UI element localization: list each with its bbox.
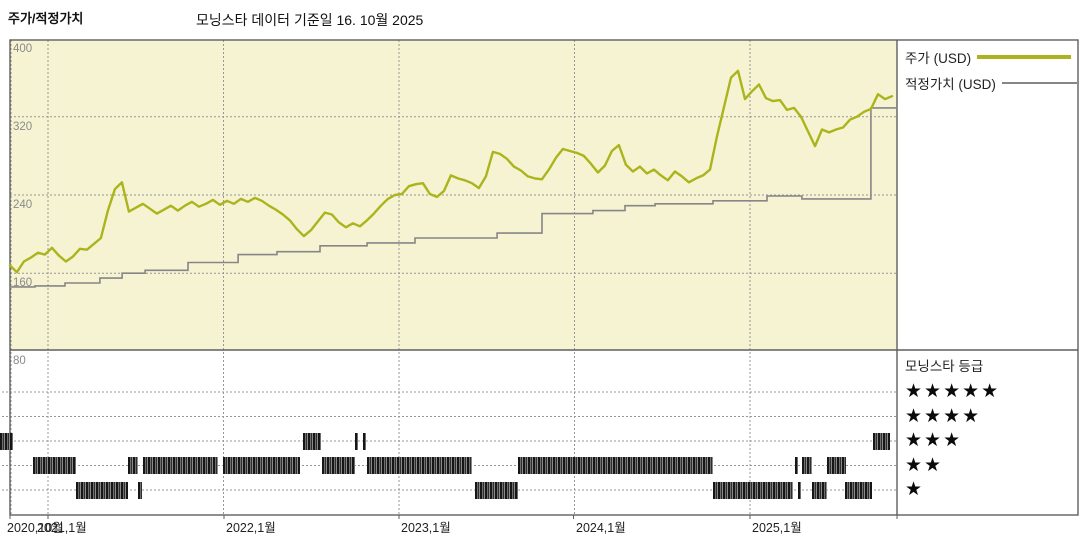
x-tick-label: 2024,1월 (576, 521, 626, 535)
legend-item-price: 주가 (USD) (905, 44, 1077, 70)
rating-bar-2-star (801, 457, 812, 474)
page-title: 주가/적정가치 (8, 11, 84, 26)
rating-bar-3-star (873, 432, 890, 450)
rating-bar-1-star (812, 481, 828, 499)
y-tick-label: 240 (13, 198, 33, 211)
rating-bar-2-star (827, 457, 846, 474)
rating-bar-3-star (363, 432, 366, 450)
rating-bar-1-star (76, 481, 128, 499)
rating-bar-2-star (518, 457, 713, 474)
rating-bar-2-star (128, 457, 138, 474)
morningstar-rating-title: 모닝스타 등급 (905, 359, 984, 374)
star-row-1: ★ (905, 479, 925, 500)
legend-price-label: 주가 (USD) (905, 51, 972, 66)
rating-bar-2-star (223, 457, 300, 474)
rating-bar-2-star (142, 457, 218, 474)
price-line-swatch (977, 55, 1071, 59)
rating-bar-2-star (794, 457, 799, 474)
x-tick-label: 2021,1월 (37, 521, 87, 535)
rating-bar-2-star (367, 457, 472, 474)
x-tick-label: 2020,10월 (7, 521, 64, 535)
rating-bar-1-star (475, 481, 518, 499)
y-tick-label: 400 (13, 42, 33, 55)
legend-item-fair-value: 적정가치 (USD) (905, 70, 1077, 96)
rating-bar-2-star (33, 457, 77, 474)
rating-bar-3-star (354, 432, 358, 450)
star-row-2: ★★ (905, 454, 944, 476)
y-tick-label: 320 (13, 120, 33, 133)
star-row-3: ★★★ (905, 430, 963, 451)
rating-bar-2-star (322, 457, 355, 474)
rating-bar-1-star (798, 481, 802, 499)
star-row-5: ★★★★★ (905, 381, 1001, 402)
x-tick-label: 2022,1월 (226, 521, 276, 535)
rating-bar-1-star (713, 481, 793, 499)
y-tick-label: 80 (13, 355, 26, 368)
x-tick-label: 2025,1월 (752, 521, 802, 535)
rating-bar-1-star (138, 481, 142, 499)
y-tick-label: 160 (13, 277, 33, 290)
fair-value-line-swatch (1001, 82, 1077, 84)
data-as-of-subtitle: 모닝스타 데이터 기준일 16. 10월 2025 (196, 12, 424, 28)
legend-fair-value-label: 적정가치 (USD) (905, 77, 996, 92)
legend: 주가 (USD) 적정가치 (USD) (905, 44, 1077, 96)
star-row-4: ★★★★ (905, 405, 982, 427)
x-tick-label: 2023,1월 (401, 521, 451, 535)
rating-bar-3-star (303, 432, 322, 450)
rating-bar-3-star (0, 432, 14, 450)
rating-bar-1-star (844, 481, 872, 499)
